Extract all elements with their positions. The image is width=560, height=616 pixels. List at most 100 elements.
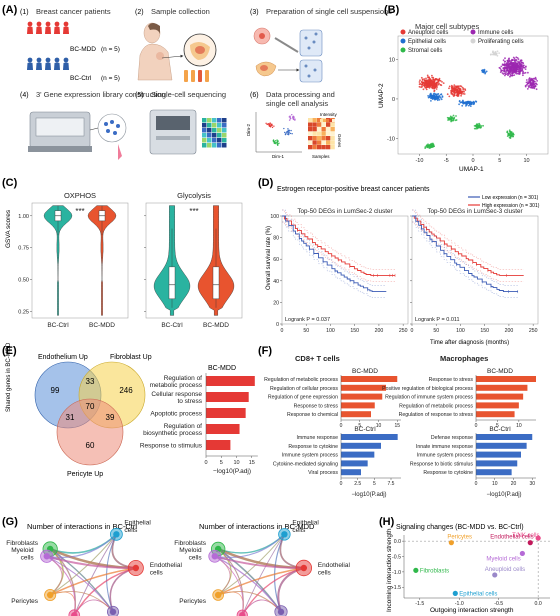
step-1-title: Breast cancer patients — [36, 7, 111, 16]
f-bar: Viral process — [308, 469, 361, 476]
f-bar-rect — [476, 451, 521, 458]
person-icon — [63, 21, 69, 34]
km-xtick: 50 — [303, 328, 309, 334]
f-bar: Response to biotic stimulus — [410, 460, 518, 467]
h-ytick: -1.0 — [392, 570, 401, 576]
step-3-title: Preparation of single cell suspensions — [266, 7, 392, 16]
f-bar-rect — [341, 402, 375, 409]
interaction-edge — [46, 555, 114, 613]
f-bar-rect — [341, 451, 375, 458]
violin-body — [43, 205, 73, 316]
umap-cluster — [418, 74, 445, 92]
person-icon — [45, 21, 51, 34]
step-3-number: (3) — [250, 9, 259, 16]
e-xlabel: −log10(P.adj) — [213, 468, 251, 475]
e-bar-label: Apoptotic process — [150, 411, 202, 418]
e-bar-label: Response to stimulus — [140, 443, 203, 450]
umap-cluster — [498, 56, 529, 78]
umap-legend-item: Stromal cells — [400, 47, 442, 54]
interaction-edge — [217, 548, 244, 616]
panel-d-label: (D) — [258, 177, 274, 189]
panel-b: (B) Major cell subtypes Aneuploid cells I… — [378, 4, 549, 173]
f-bar-label: Immune response — [296, 435, 338, 441]
interaction-edge — [49, 547, 136, 570]
person-icon — [36, 21, 42, 34]
network-node-label: Pericytes — [11, 598, 38, 605]
f-bar: Cytokine-mediated signaling — [273, 460, 368, 467]
umap-legend-item: Aneuploid cells — [400, 29, 448, 36]
f-block-title: BC-Ctrl — [489, 426, 511, 433]
f-bar: Regulation of gene expression — [268, 393, 383, 401]
scatter-point-label: Fibroblasts — [420, 568, 449, 574]
network-node: Pericytes — [179, 589, 224, 605]
f-bar-charts: CD8+ T cells BC-MDD Regulation of metaboli… — [264, 354, 536, 498]
interaction-edge — [46, 555, 76, 616]
interaction-edge — [214, 533, 285, 558]
interaction-edge — [46, 533, 117, 559]
f-xtick: 5 — [358, 423, 361, 429]
interaction-edge — [274, 534, 285, 612]
f-bar-rect — [476, 442, 527, 449]
network-node-label: Fibroblasts — [6, 540, 39, 547]
km-ytick: 40 — [273, 279, 279, 285]
km-xlabel: Time after diagnosis (months) — [430, 340, 509, 346]
f-bar-label: Regulation of immune system process — [385, 395, 473, 401]
f-bar-rect — [341, 384, 386, 391]
venn-set-endothelium: Endothelium Up — [38, 354, 88, 361]
f-xtick: 7.5 — [388, 481, 395, 487]
interaction-edge — [214, 555, 244, 616]
km-xtick: 200 — [505, 328, 514, 334]
f-xtick: 10 — [516, 423, 522, 429]
step-2-title: Sample collection — [151, 7, 210, 16]
interaction-edge — [46, 533, 117, 559]
f-bar-rect — [341, 434, 398, 440]
gsva-ytick: 0.50 — [18, 278, 29, 284]
library-instrument-icon — [28, 111, 127, 160]
f-bar: Immune system process — [417, 451, 521, 459]
f-bar-label: Response to biotic stimulus — [410, 461, 474, 467]
violin-group-label: BC-MDD — [89, 322, 115, 329]
f-xtick: 5 — [496, 423, 499, 429]
interaction-edge — [46, 555, 76, 616]
h-ytick: -0.5 — [392, 555, 401, 561]
umap-cluster — [489, 50, 500, 57]
venn-count-ac: 31 — [66, 413, 75, 422]
interaction-edge — [217, 547, 304, 570]
venn-count-b: 246 — [119, 386, 133, 395]
km-xtick: 100 — [326, 328, 335, 334]
scatter-point-label: Pericytes — [447, 535, 472, 541]
panel-d: (D) Estrogen receptor-positive breast ca… — [258, 177, 540, 346]
umap-xtick: -5 — [444, 158, 449, 164]
f-bar: Regulation of immune system process — [385, 393, 524, 401]
h-ytick: -1.5 — [392, 585, 401, 591]
umap-legend-item: Immune cells — [470, 29, 513, 36]
f-bar-rect — [341, 469, 361, 476]
network-node-label: Pericytes — [179, 598, 206, 605]
venn-set-pericyte: Pericyte Up — [67, 471, 103, 478]
f-bar-rect — [476, 376, 536, 382]
km-plot-title: Top-50 DEGs in LumSec-2 cluster — [297, 208, 392, 215]
violin-plot: Glycolysis BC-Ctrl BC-MDD *** — [144, 191, 243, 329]
panel-g-label: (G) — [2, 516, 18, 528]
e-xtick: 5 — [220, 460, 223, 466]
f-bar-label: Regulation of response to stress — [399, 412, 474, 418]
f-bar-rect — [476, 402, 519, 409]
panel-e-label: (E) — [2, 345, 17, 357]
km-xtick: 50 — [433, 328, 439, 334]
f-bar-label: Cytokine-mediated signaling — [273, 461, 338, 467]
f-bar-label: Regulation of cellular process — [270, 386, 338, 392]
scatter-point: Epithelial cells — [452, 590, 497, 597]
panel-e: (E) Shared genes in BC-MDD Endothelium U… — [2, 342, 258, 478]
network-node-label: Fibroblasts — [174, 540, 207, 547]
interaction-edge — [217, 547, 304, 570]
panel-c: (C) GSVA scores OXPHOS BC-Ctrl BC-MDD *** 1.… — [2, 177, 243, 329]
umap-legend-item: Epithelial cells — [400, 38, 446, 45]
f-group-title: Macrophages — [440, 354, 488, 363]
umap-cluster — [506, 129, 515, 140]
